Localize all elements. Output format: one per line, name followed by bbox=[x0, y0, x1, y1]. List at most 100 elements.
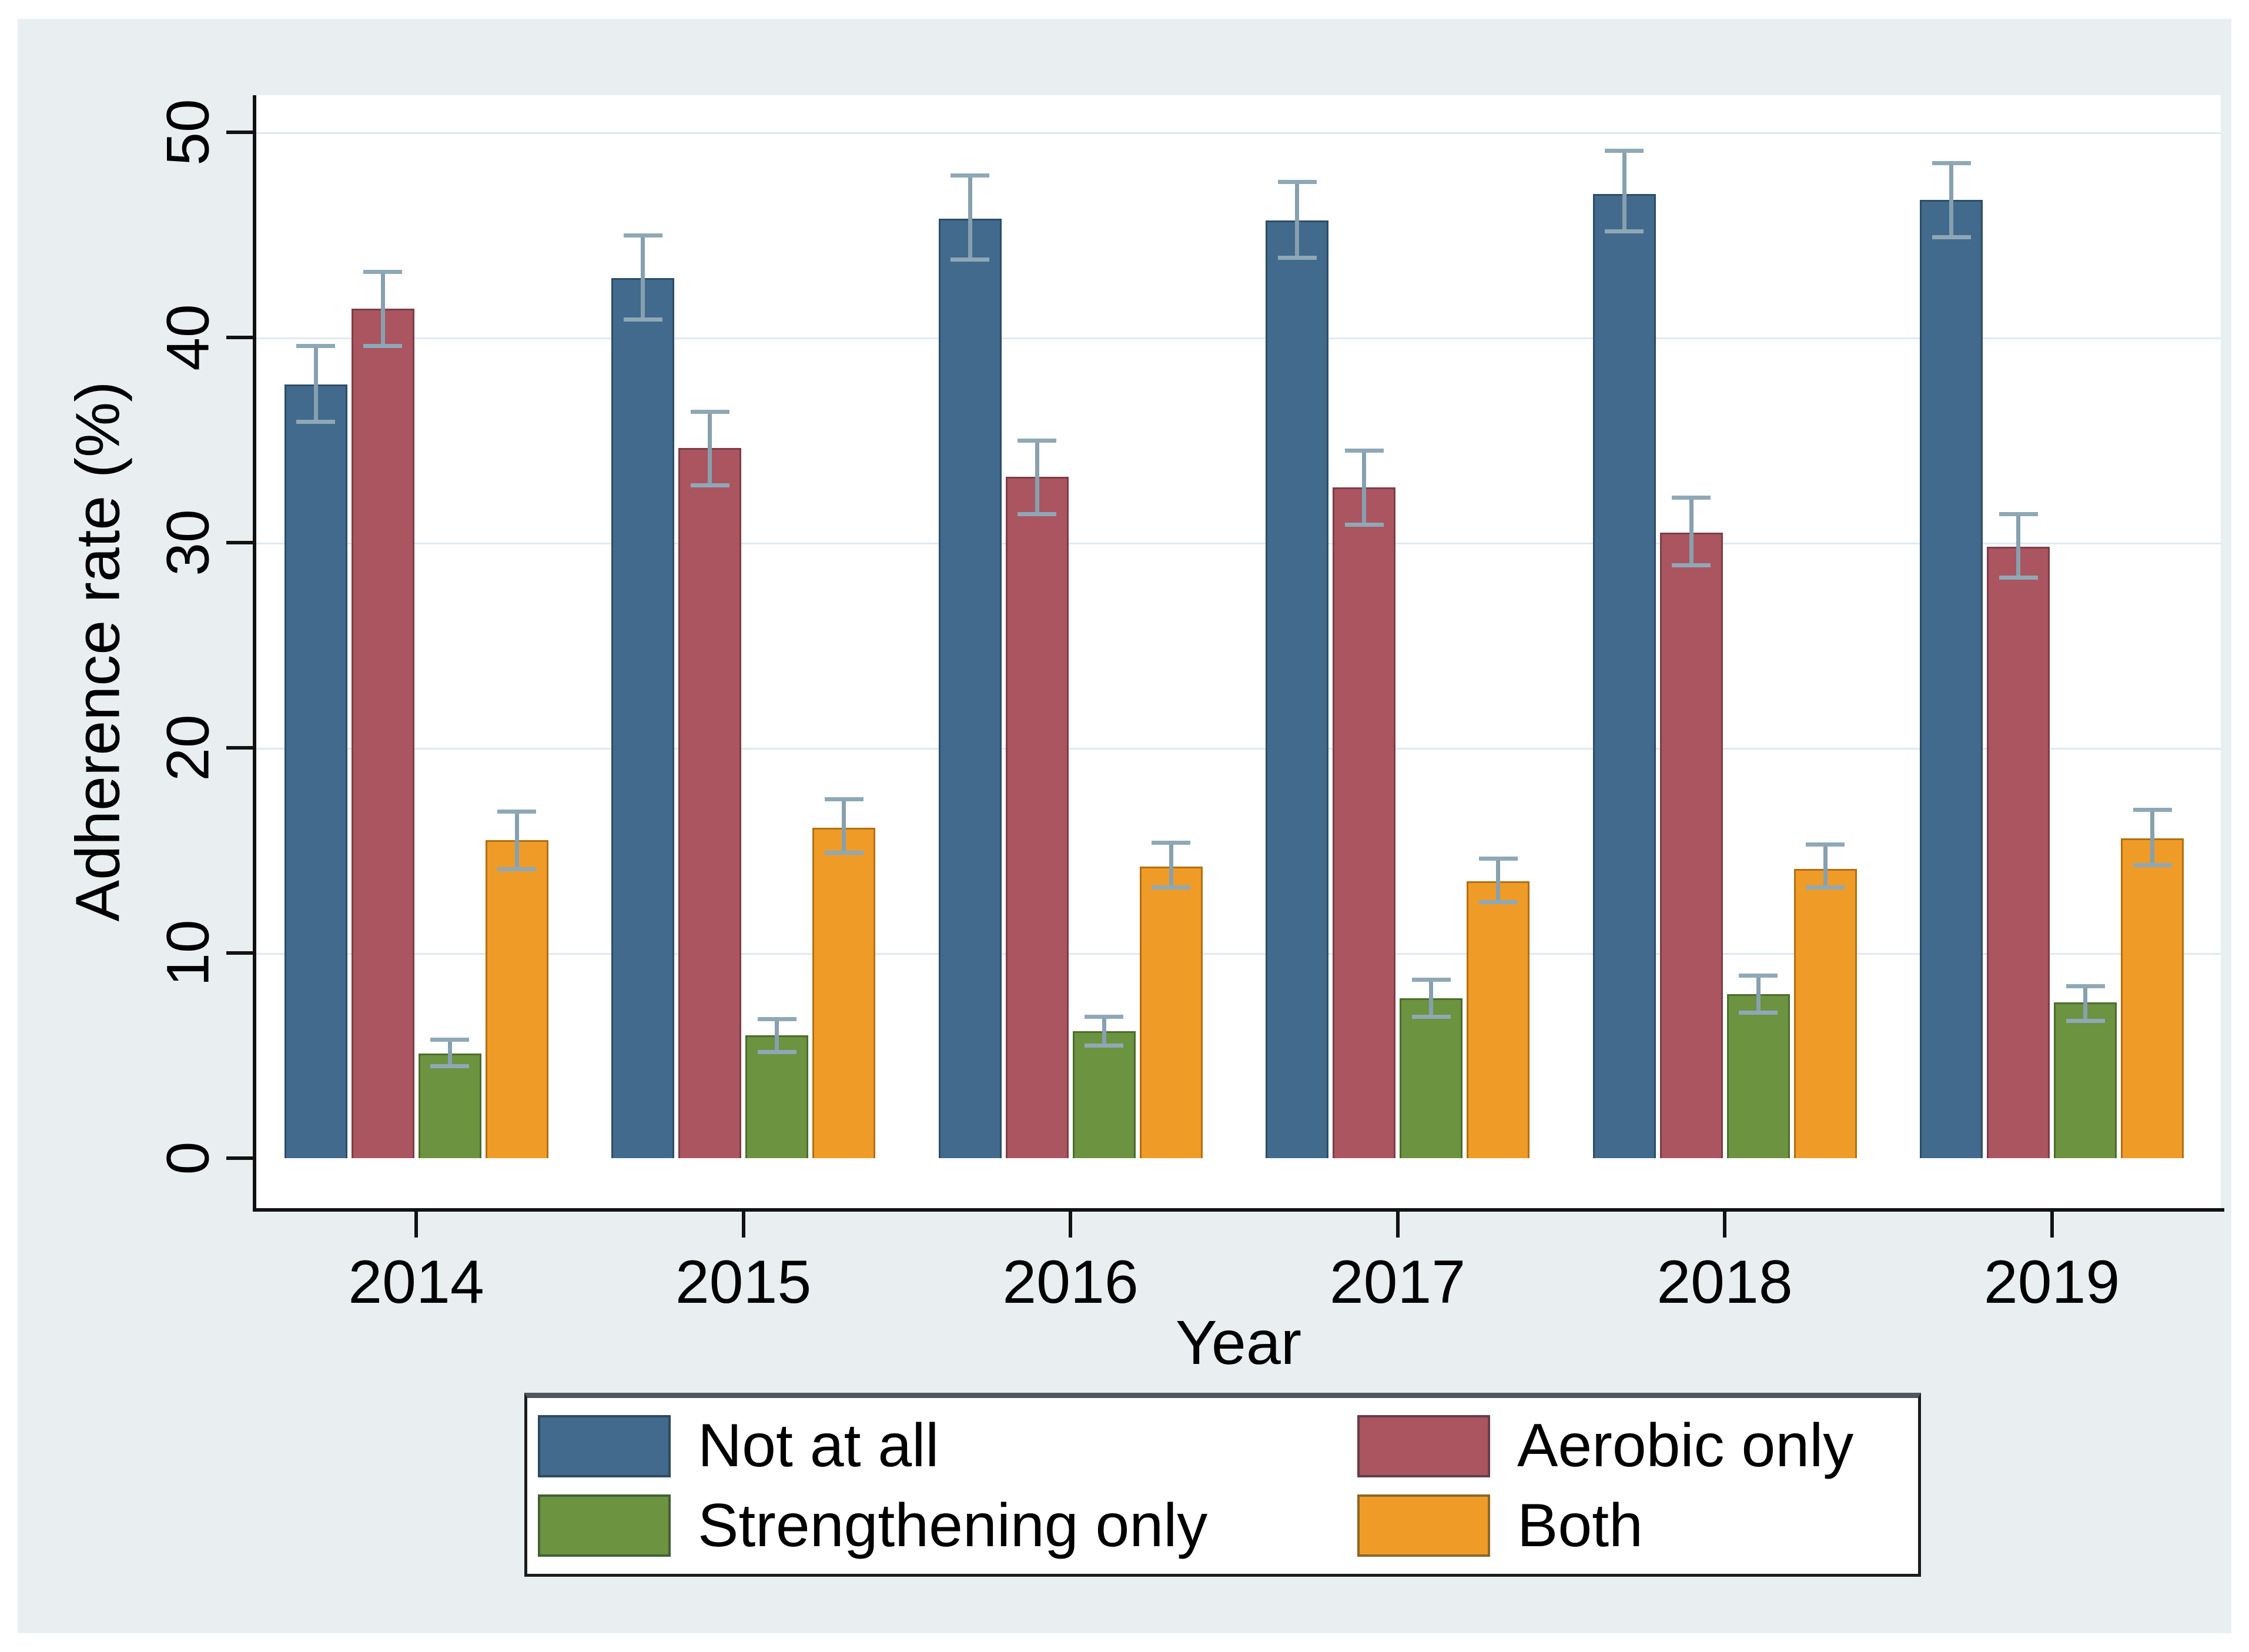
error-bar bbox=[1035, 440, 1039, 514]
error-bar-cap-top bbox=[1806, 842, 1845, 847]
bar-both-2014 bbox=[485, 840, 548, 1158]
error-bar-cap-bottom bbox=[1478, 899, 1518, 904]
error-bar-cap-top bbox=[2133, 807, 2172, 812]
error-bar-cap-bottom bbox=[2066, 1019, 2105, 1024]
error-bar-cap-bottom bbox=[951, 258, 989, 262]
error-bar-cap-top bbox=[1932, 161, 1971, 166]
error-bar-cap-bottom bbox=[1999, 576, 2038, 580]
error-bar-cap-top bbox=[1478, 857, 1518, 861]
bar-aerobic-only-2014 bbox=[351, 309, 414, 1158]
error-bar-cap-bottom bbox=[1018, 512, 1056, 517]
bar-not-at-all-2017 bbox=[1266, 220, 1328, 1158]
error-bar-cap-top bbox=[363, 270, 402, 275]
bar-not-at-all-2016 bbox=[938, 218, 1002, 1158]
error-bar bbox=[1622, 151, 1626, 231]
error-bar-cap-bottom bbox=[623, 317, 662, 322]
bar-aerobic-only-2015 bbox=[678, 448, 741, 1158]
error-bar-cap-top bbox=[1999, 512, 2038, 517]
y-tick-0 bbox=[226, 1156, 255, 1160]
error-bar bbox=[2016, 514, 2020, 578]
bar-not-at-all-2015 bbox=[611, 277, 674, 1158]
error-bar bbox=[447, 1039, 452, 1066]
error-bar-cap-top bbox=[824, 797, 864, 802]
x-tick-label-2019: 2019 bbox=[1983, 1248, 2120, 1316]
error-bar-cap-bottom bbox=[1672, 563, 1711, 568]
bar-not-at-all-2018 bbox=[1592, 193, 1656, 1158]
legend-label-strengthening-only: Strengthening only bbox=[698, 1491, 1208, 1560]
error-bar bbox=[1295, 181, 1299, 258]
error-bar bbox=[313, 345, 318, 422]
y-tick-label-30: 30 bbox=[154, 509, 222, 576]
error-bar bbox=[380, 272, 385, 346]
y-tick-40 bbox=[226, 336, 255, 339]
x-tick-label-2018: 2018 bbox=[1656, 1248, 1793, 1316]
error-bar bbox=[1689, 497, 1694, 566]
error-bar-cap-bottom bbox=[1739, 1011, 1778, 1015]
x-tick-label-2017: 2017 bbox=[1329, 1248, 1466, 1316]
error-bar-cap-top bbox=[1605, 149, 1644, 153]
legend-box: Not at all Aerobic only Strengthening on… bbox=[524, 1393, 1921, 1577]
error-bar-cap-top bbox=[951, 173, 989, 178]
bar-strengthening-only-2019 bbox=[2054, 1002, 2117, 1158]
y-tick-30 bbox=[226, 541, 255, 544]
error-bar-cap-top bbox=[623, 233, 662, 238]
bar-strengthening-only-2018 bbox=[1726, 994, 1790, 1158]
error-bar-cap-bottom bbox=[690, 483, 729, 488]
y-tick-10 bbox=[226, 951, 255, 955]
legend-entry-both: Both bbox=[1357, 1491, 1918, 1561]
error-bar-cap-top bbox=[1739, 974, 1778, 978]
x-tick-2018 bbox=[1723, 1212, 1726, 1238]
error-bar bbox=[2150, 809, 2154, 865]
bar-aerobic-only-2017 bbox=[1333, 487, 1395, 1158]
bar-strengthening-only-2016 bbox=[1072, 1031, 1136, 1158]
y-tick-label-40: 40 bbox=[154, 304, 222, 371]
error-bar bbox=[641, 235, 645, 319]
error-bar bbox=[1102, 1016, 1106, 1046]
bar-both-2019 bbox=[2121, 838, 2184, 1158]
y-tick-20 bbox=[226, 746, 255, 750]
error-bar bbox=[842, 799, 846, 852]
bar-both-2016 bbox=[1139, 867, 1203, 1158]
y-axis-title: Adherence rate (%) bbox=[63, 381, 133, 922]
error-bar-cap-bottom bbox=[497, 867, 536, 871]
error-bar-cap-top bbox=[430, 1037, 469, 1042]
error-bar-cap-bottom bbox=[363, 343, 402, 348]
error-bar-cap-bottom bbox=[1605, 229, 1644, 233]
error-bar bbox=[1496, 858, 1500, 902]
error-bar-cap-bottom bbox=[430, 1064, 469, 1068]
plot-area bbox=[256, 95, 2221, 1208]
error-bar bbox=[1429, 979, 1433, 1017]
error-bar bbox=[1823, 844, 1828, 888]
error-bar-cap-bottom bbox=[296, 420, 335, 424]
error-bar-cap-bottom bbox=[1806, 885, 1845, 890]
error-bar bbox=[514, 811, 519, 869]
error-bar bbox=[1169, 842, 1173, 888]
error-bar bbox=[968, 175, 972, 260]
error-bar-cap-bottom bbox=[1085, 1044, 1123, 1048]
error-bar-cap-top bbox=[296, 343, 335, 348]
bar-aerobic-only-2018 bbox=[1659, 532, 1723, 1158]
legend-label-not-at-all: Not at all bbox=[698, 1412, 939, 1480]
bar-both-2015 bbox=[812, 828, 875, 1158]
y-tick-50 bbox=[226, 131, 255, 134]
x-tick-label-2014: 2014 bbox=[348, 1248, 484, 1316]
legend-entry-strengthening-only: Strengthening only bbox=[538, 1491, 1357, 1561]
error-bar-cap-bottom bbox=[1411, 1015, 1451, 1019]
bar-both-2017 bbox=[1467, 881, 1530, 1158]
x-axis-line bbox=[253, 1208, 2224, 1212]
error-bar-cap-top bbox=[1018, 438, 1056, 443]
bar-strengthening-only-2015 bbox=[745, 1035, 808, 1158]
x-tick-label-2015: 2015 bbox=[675, 1248, 812, 1316]
legend-entry-aerobic-only: Aerobic only bbox=[1357, 1411, 1918, 1481]
error-bar-cap-bottom bbox=[1344, 522, 1384, 527]
gridline-20 bbox=[256, 748, 2221, 750]
error-bar-cap-top bbox=[1085, 1015, 1123, 1019]
bar-both-2018 bbox=[1793, 868, 1857, 1158]
x-tick-2019 bbox=[2050, 1212, 2054, 1238]
legend-swatch-both bbox=[1357, 1494, 1490, 1557]
error-bar-cap-bottom bbox=[1152, 885, 1190, 890]
error-bar bbox=[775, 1018, 779, 1052]
gridline-40 bbox=[256, 337, 2221, 339]
error-bar-cap-bottom bbox=[757, 1049, 796, 1054]
